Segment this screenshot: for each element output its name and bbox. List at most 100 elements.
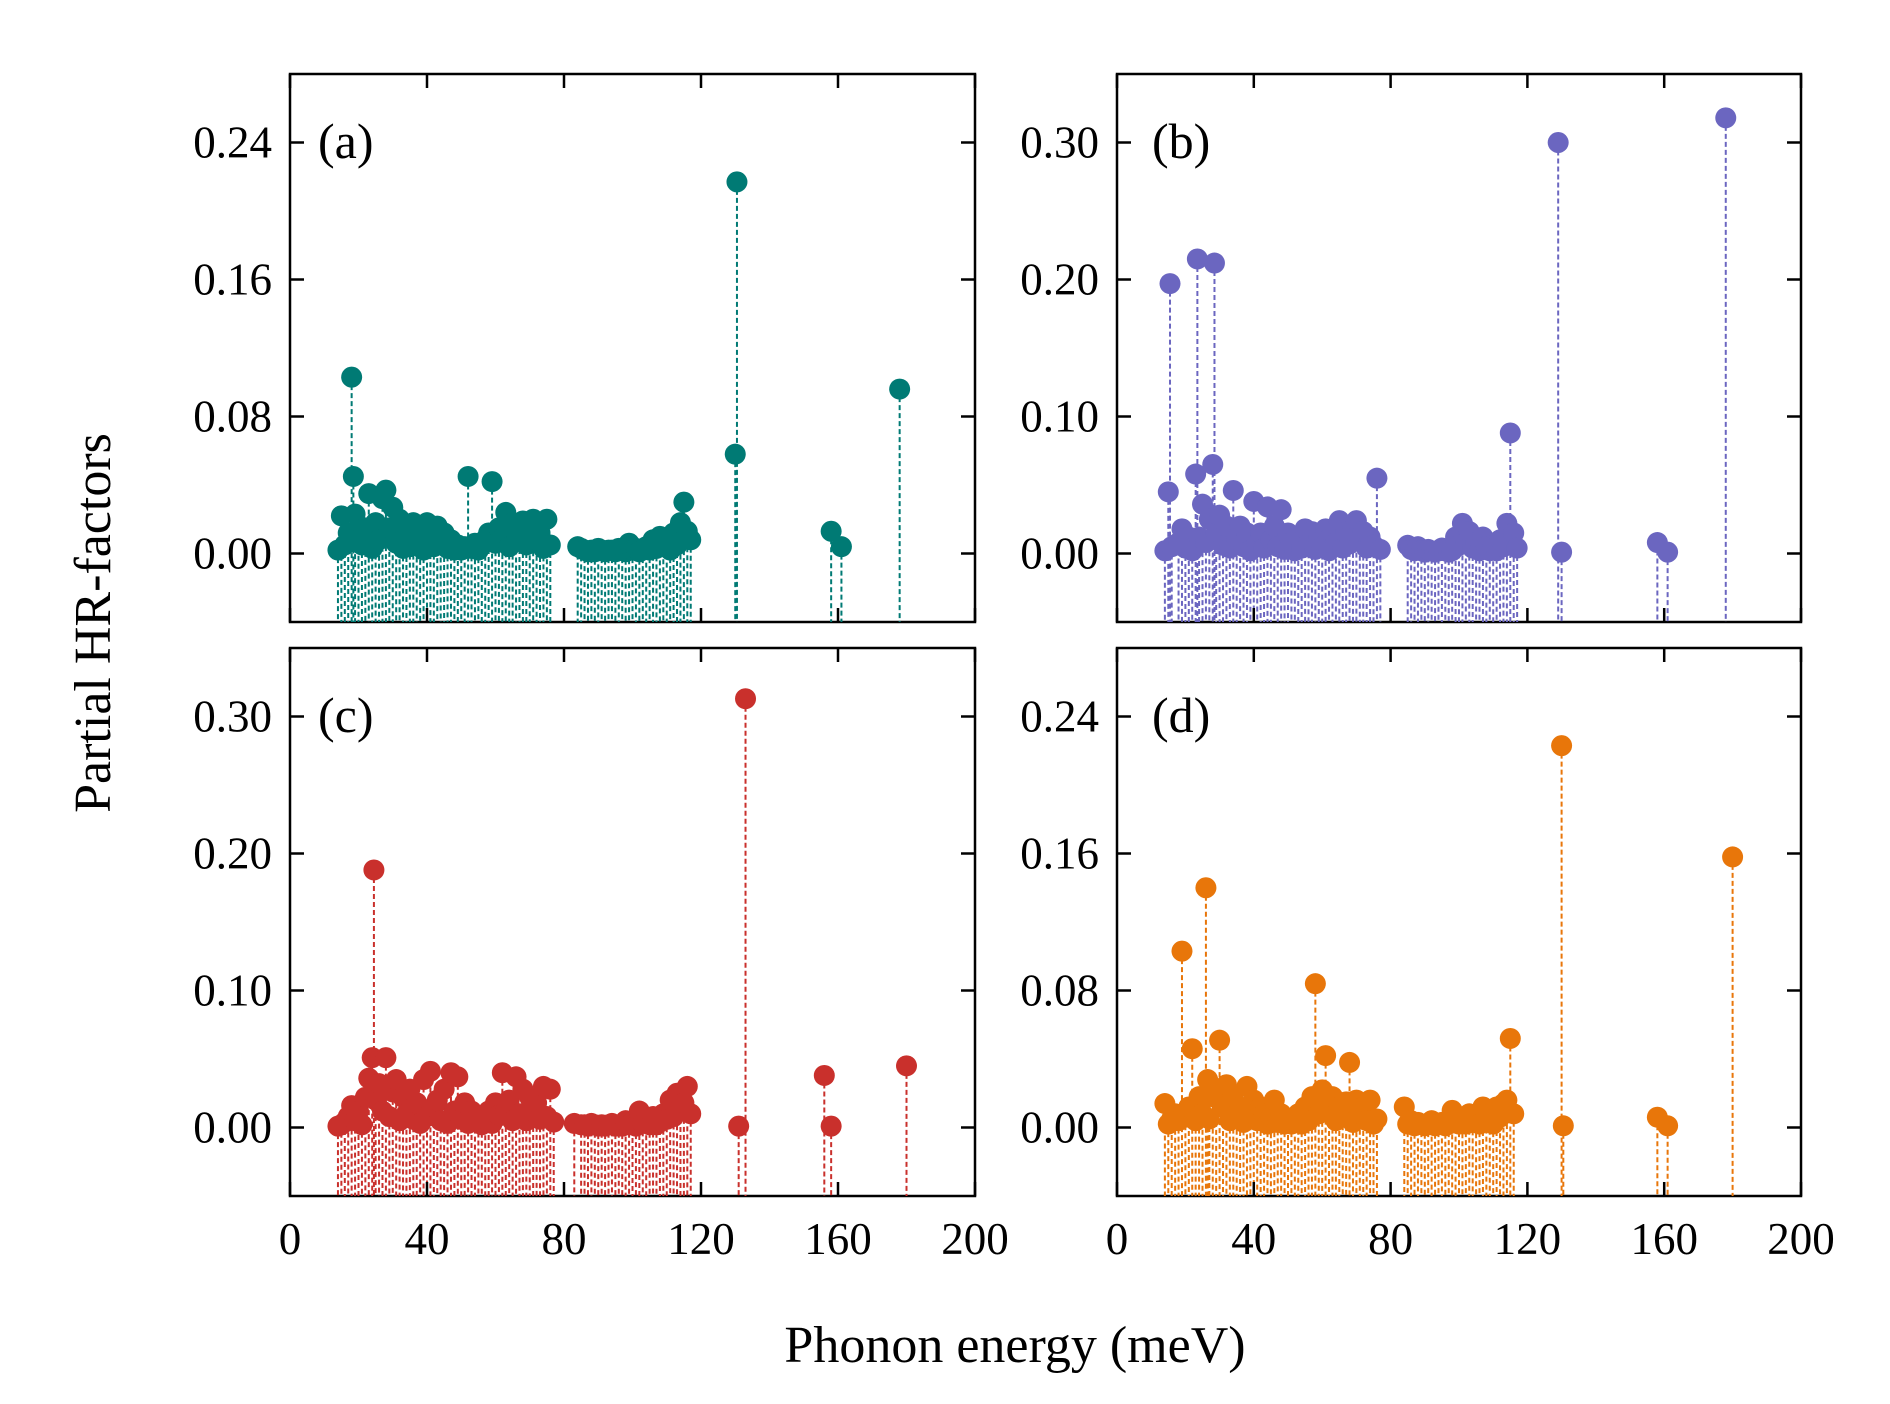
- y-tick-label: 0.30: [1020, 118, 1099, 168]
- data-point: [676, 1075, 698, 1097]
- data-point: [1552, 1115, 1574, 1137]
- data-point: [1547, 132, 1569, 153]
- panel-a-ticks: 0.00 0.08 0.16 0.24: [193, 74, 977, 622]
- x-tick-label: 120: [667, 1214, 735, 1264]
- data-point: [1171, 940, 1193, 962]
- panel-d-label: (d): [1152, 687, 1210, 743]
- y-tick-label: 0.16: [193, 255, 272, 305]
- x-axis-title: Phonon energy (meV): [784, 1317, 1245, 1374]
- panel-d: 0.00 0.08 0.16 0.24 0 40 80 120 160 200 (d): [1020, 646, 1835, 1264]
- panel-c-label: (c): [318, 687, 374, 743]
- panel-d-markers: [1154, 735, 1744, 1137]
- data-point: [1315, 1045, 1337, 1067]
- data-point: [820, 1115, 842, 1137]
- y-tick-label: 0.30: [193, 692, 272, 742]
- data-point: [1198, 1108, 1220, 1130]
- panel-a: 0.00 0.08 0.16 0.24 (a): [193, 72, 977, 624]
- data-point: [543, 1111, 565, 1133]
- data-point: [735, 688, 757, 710]
- panel-c-ticks: 0.00 0.10 0.20 0.30 0 40 80 120 160 200: [193, 648, 1009, 1264]
- data-point: [1369, 538, 1391, 560]
- data-point: [1304, 973, 1326, 995]
- y-tick-label: 0.00: [1020, 1103, 1099, 1153]
- data-point: [1657, 541, 1679, 563]
- y-tick-label: 0.20: [193, 829, 272, 879]
- x-tick-label: 80: [542, 1214, 587, 1264]
- y-tick-label: 0.08: [1020, 966, 1099, 1016]
- data-point: [680, 1103, 702, 1125]
- y-tick-label: 0.24: [193, 118, 272, 168]
- data-point: [481, 471, 503, 493]
- data-point: [419, 1060, 441, 1082]
- data-point: [1551, 735, 1573, 757]
- data-point: [1499, 422, 1521, 444]
- panel-b-stems: [1163, 117, 1727, 622]
- data-point: [539, 1078, 561, 1100]
- data-point: [1722, 846, 1744, 868]
- panel-d-frame: [1115, 646, 1803, 1198]
- y-tick-label: 0.10: [193, 966, 272, 1016]
- data-point: [1186, 248, 1208, 270]
- data-point: [536, 508, 558, 530]
- x-tick-label: 40: [405, 1214, 450, 1264]
- data-point: [341, 366, 363, 388]
- panel-a-markers: [327, 171, 911, 563]
- panel-a-stems: [336, 181, 901, 622]
- data-point: [673, 491, 695, 513]
- data-point: [1203, 252, 1225, 274]
- y-tick-label: 0.20: [1020, 255, 1099, 305]
- y-axis-title: Partial HR-factors: [65, 433, 122, 813]
- data-point: [1159, 273, 1181, 295]
- panel-b-markers: [1154, 107, 1737, 563]
- data-point: [680, 529, 702, 551]
- data-point: [433, 1078, 455, 1100]
- y-tick-label: 0.00: [193, 529, 272, 579]
- panel-a-label: (a): [318, 113, 374, 169]
- data-point: [896, 1055, 917, 1077]
- y-tick-label: 0.08: [193, 392, 272, 442]
- data-point: [1209, 1029, 1231, 1051]
- data-point: [1503, 1103, 1525, 1125]
- data-point: [1157, 481, 1179, 503]
- data-point: [1715, 107, 1737, 129]
- panel-b-ticks: 0.00 0.10 0.20 0.30: [1020, 74, 1803, 622]
- data-point: [539, 534, 561, 556]
- data-point: [1195, 877, 1217, 899]
- data-point: [1339, 1051, 1361, 1073]
- x-tick-label: 160: [1630, 1214, 1698, 1264]
- data-point: [830, 536, 852, 558]
- x-tick-label: 160: [804, 1214, 872, 1264]
- data-point: [342, 465, 364, 487]
- y-tick-label: 0.00: [1020, 529, 1099, 579]
- data-point: [889, 378, 911, 400]
- y-tick-label: 0.24: [1020, 692, 1099, 742]
- data-point: [1359, 1089, 1381, 1111]
- x-tick-label: 120: [1494, 1214, 1562, 1264]
- data-point: [820, 520, 842, 542]
- panel-b: 0.00 0.10 0.20 0.30 (b): [1020, 72, 1803, 624]
- data-point: [1366, 467, 1388, 489]
- data-point: [1499, 1027, 1521, 1049]
- data-point: [726, 171, 748, 193]
- x-tick-label: 80: [1368, 1214, 1413, 1264]
- data-point: [457, 465, 479, 487]
- data-point: [1657, 1115, 1679, 1137]
- data-point: [728, 1115, 750, 1137]
- data-point: [1551, 541, 1573, 563]
- y-tick-label: 0.16: [1020, 829, 1099, 879]
- data-point: [351, 1114, 373, 1136]
- panel-c-markers: [327, 688, 917, 1137]
- data-point: [1202, 453, 1224, 475]
- x-tick-label: 40: [1231, 1214, 1276, 1264]
- panel-b-label: (b): [1152, 113, 1210, 169]
- data-point: [813, 1064, 835, 1086]
- y-tick-label: 0.10: [1020, 392, 1099, 442]
- data-point: [363, 859, 385, 881]
- data-point: [1506, 537, 1528, 559]
- panel-d-ticks: 0.00 0.08 0.16 0.24 0 40 80 120 160 200: [1020, 648, 1835, 1264]
- data-point: [1270, 499, 1292, 521]
- data-point: [375, 1047, 397, 1069]
- data-point: [375, 479, 397, 501]
- panel-c: 0.00 0.10 0.20 0.30 0 40 80 120 160 200 (c): [193, 646, 1009, 1264]
